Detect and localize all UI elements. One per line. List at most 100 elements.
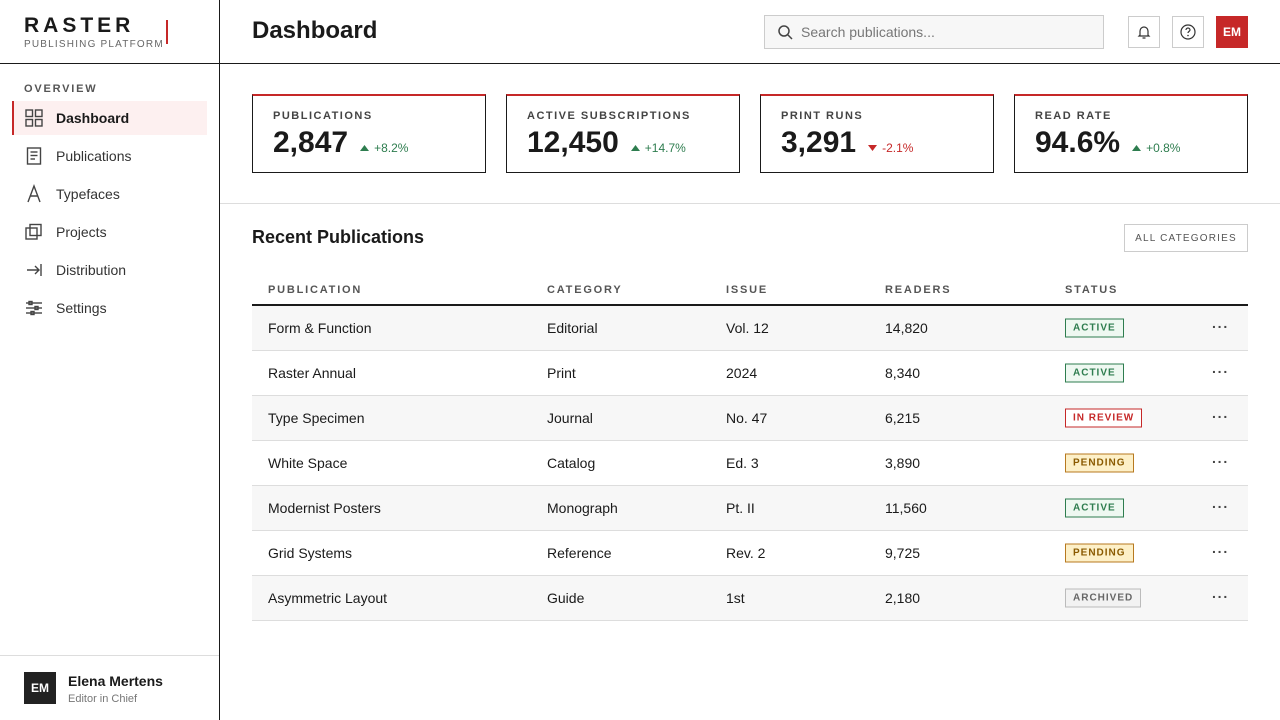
- table-cell: Ed. 3: [726, 455, 759, 471]
- trend-arrow: [360, 145, 370, 151]
- nav-item[interactable]: Settings: [12, 291, 207, 325]
- stat-change: +14.7%: [630, 141, 686, 155]
- table-cell: 8,340: [885, 365, 921, 381]
- table-cell: Catalog: [547, 455, 596, 471]
- table-cell: Journal: [547, 410, 593, 426]
- stat-card: READ RATE 94.6% +0.8%: [1014, 94, 1248, 173]
- bell-icon: [1137, 26, 1151, 39]
- nav-label: Typefaces: [56, 186, 120, 202]
- search-input[interactable]: Search publications...: [764, 15, 1104, 49]
- status-badge: PENDING: [1065, 453, 1134, 473]
- nav-item[interactable]: Publications: [12, 139, 207, 173]
- table-row[interactable]: Asymmetric Layout Guide 1st 2,180 ARCHIVED ··…: [252, 576, 1248, 621]
- table-row[interactable]: White Space Catalog Ed. 3 3,890 PENDING ···: [252, 441, 1248, 486]
- table-cell: 2024: [726, 365, 758, 381]
- table-cell: Vol. 12: [726, 320, 769, 336]
- user-name: Elena Mertens: [68, 673, 163, 689]
- row-menu[interactable]: ···: [1212, 543, 1229, 560]
- nav-section: OVERVIEW: [24, 83, 98, 95]
- help-button[interactable]: [1172, 16, 1204, 48]
- header-avatar[interactable]: EM: [1216, 16, 1248, 48]
- table-cell: White Space: [268, 455, 348, 471]
- row-menu[interactable]: ···: [1212, 498, 1229, 515]
- column-header: READERS: [885, 283, 952, 296]
- stat-change-text: -2.1%: [882, 141, 914, 155]
- nav-icon: [27, 264, 42, 276]
- help-icon: [1180, 24, 1196, 40]
- stat-value: 94.6%: [1035, 126, 1121, 159]
- user-avatar: EM: [24, 672, 56, 704]
- table-cell: 6,215: [885, 410, 921, 426]
- stat-label: PUBLICATIONS: [273, 110, 373, 122]
- nav-icon: [26, 300, 42, 316]
- stat-card: ACTIVE SUBSCRIPTIONS 12,450 +14.7%: [506, 94, 740, 173]
- table-cell: Rev. 2: [726, 545, 766, 561]
- table-cell: Guide: [547, 590, 585, 606]
- row-menu[interactable]: ···: [1212, 588, 1229, 605]
- row-menu[interactable]: ···: [1212, 408, 1229, 425]
- status-badge: ACTIVE: [1065, 318, 1124, 338]
- stat-change: +8.2%: [360, 141, 408, 155]
- row-menu[interactable]: ···: [1212, 363, 1229, 380]
- row-menu[interactable]: ···: [1212, 453, 1229, 470]
- status-badge: ACTIVE: [1065, 363, 1124, 383]
- status-badge: IN REVIEW: [1065, 408, 1143, 428]
- notifications-button[interactable]: [1128, 16, 1160, 48]
- table-cell: 1st: [726, 590, 745, 606]
- column-header: STATUS: [1065, 283, 1119, 296]
- nav-label: Publications: [56, 148, 132, 164]
- table-cell: 3,890: [885, 455, 921, 471]
- nav-label: Distribution: [56, 262, 127, 278]
- table-header: PUBLICATION CATEGORY ISSUE READERS STATUS: [252, 268, 1248, 306]
- nav-item[interactable]: Typefaces: [12, 177, 207, 211]
- stat-change: +0.8%: [1132, 141, 1180, 155]
- table-row[interactable]: Grid Systems Reference Rev. 2 9,725 PENDING ·…: [252, 531, 1248, 576]
- nav-icon: [27, 184, 41, 203]
- sidebar: RASTER PUBLISHING PLATFORM OVERVIEW Dash…: [0, 0, 220, 720]
- search-icon: [778, 25, 793, 40]
- stat-value: 12,450: [527, 126, 619, 159]
- publications-table: PUBLICATION CATEGORY ISSUE READERS STATUS For…: [252, 268, 1248, 621]
- table-cell: Form & Function: [268, 320, 372, 336]
- nav-icon: [25, 223, 42, 240]
- table-cell: Raster Annual: [268, 365, 356, 381]
- nav-icon: [25, 109, 43, 127]
- status-badge: ACTIVE: [1065, 498, 1124, 518]
- table-row[interactable]: Modernist Posters Monograph Pt. II 11,560 AC…: [252, 486, 1248, 531]
- category-filter[interactable]: ALL CATEGORIES: [1124, 224, 1248, 252]
- status-badge: PENDING: [1065, 543, 1134, 563]
- stat-label: ACTIVE SUBSCRIPTIONS: [527, 110, 691, 122]
- nav-icon: [26, 147, 42, 165]
- stat-label: READ RATE: [1035, 110, 1112, 122]
- nav-item[interactable]: Projects: [12, 215, 207, 249]
- table-row[interactable]: Form & Function Editorial Vol. 12 14,820 ACT…: [252, 306, 1248, 351]
- divider: [220, 203, 1280, 204]
- table-cell: 11,560: [885, 500, 927, 516]
- stat-change: -2.1%: [868, 141, 913, 155]
- table-cell: Reference: [547, 545, 612, 561]
- table-cell: Type Specimen: [268, 410, 365, 426]
- nav: Dashboard Publications Typefaces Projects Di…: [0, 101, 219, 325]
- status-badge: ARCHIVED: [1065, 588, 1142, 608]
- table-cell: Modernist Posters: [268, 500, 381, 516]
- brand: RASTER PUBLISHING PLATFORM: [0, 0, 219, 64]
- stat-value: 2,847: [273, 126, 349, 159]
- column-header: PUBLICATION: [268, 283, 363, 296]
- table-row[interactable]: Raster Annual Print 2024 8,340 ACTIVE ···: [252, 351, 1248, 396]
- trend-arrow: [1132, 145, 1142, 151]
- row-menu[interactable]: ···: [1212, 318, 1229, 335]
- column-header: ISSUE: [726, 283, 769, 296]
- table-cell: 14,820: [885, 320, 928, 336]
- nav-item[interactable]: Dashboard: [12, 101, 207, 135]
- stat-row: 2,847 +8.2%: [273, 126, 465, 160]
- user-info: Elena Mertens Editor in Chief: [68, 672, 163, 705]
- nav-item[interactable]: Distribution: [12, 253, 207, 287]
- user-card[interactable]: EM Elena Mertens Editor in Chief: [0, 655, 219, 720]
- table-cell: Editorial: [547, 320, 598, 336]
- table-cell: No. 47: [726, 410, 768, 426]
- stat-row: 12,450 +14.7%: [527, 126, 719, 160]
- table-cell: 9,725: [885, 545, 921, 561]
- table-row[interactable]: Type Specimen Journal No. 47 6,215 IN REVIEW…: [252, 396, 1248, 441]
- stat-card: PUBLICATIONS 2,847 +8.2%: [252, 94, 486, 173]
